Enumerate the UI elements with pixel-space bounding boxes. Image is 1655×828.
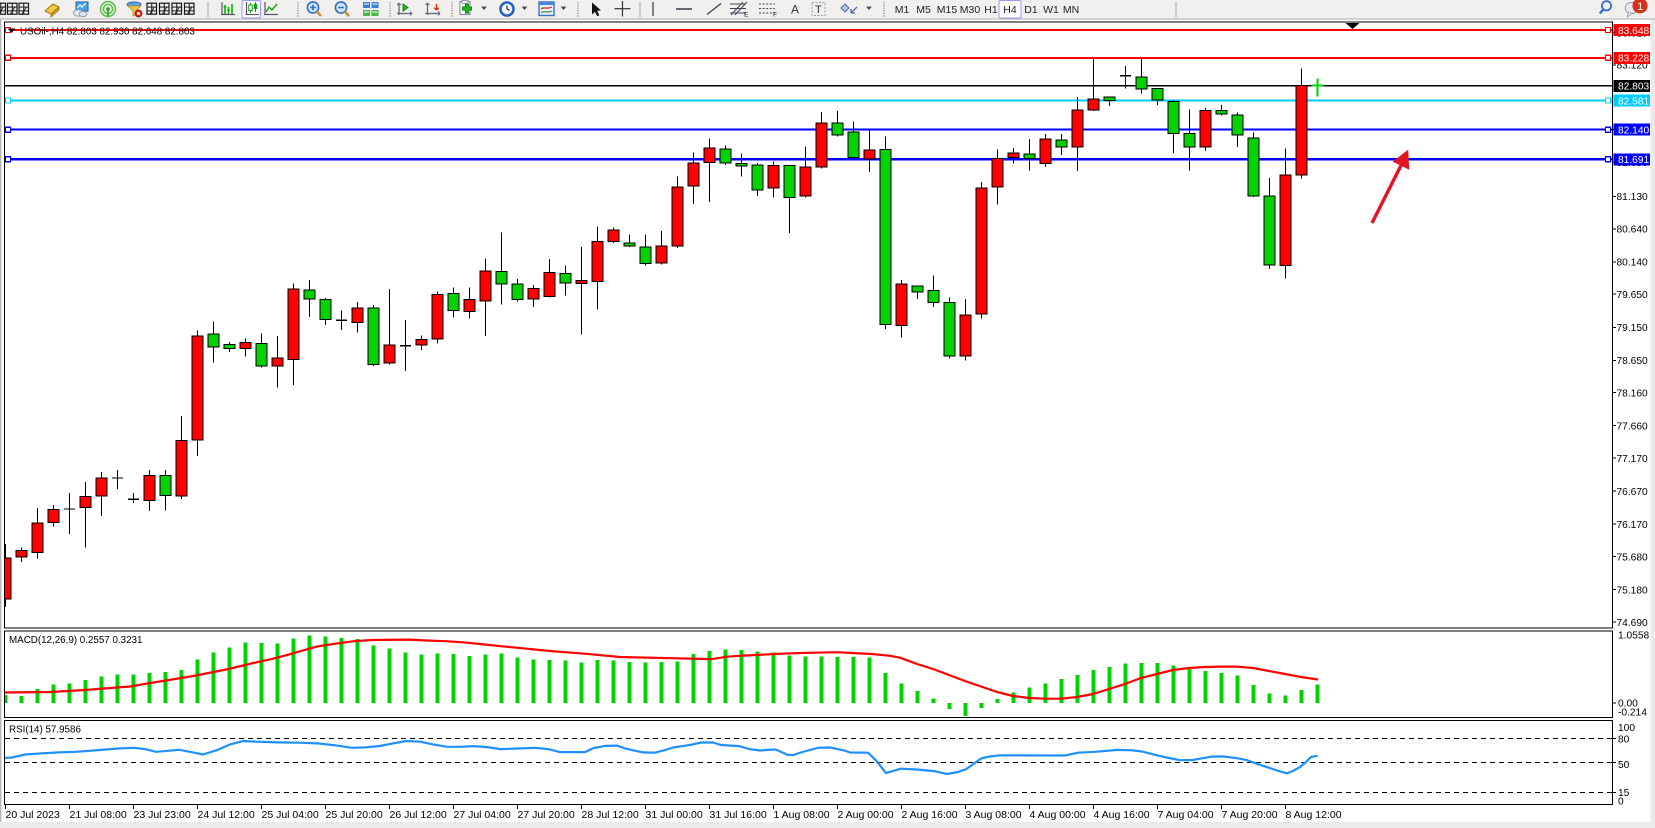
svg-text:80.640: 80.640 [1617,225,1648,236]
svg-text:21 Jul 08:00: 21 Jul 08:00 [70,809,127,821]
svg-text:83.648: 83.648 [1618,26,1649,37]
svg-text:7 Aug 04:00: 7 Aug 04:00 [1158,809,1214,821]
svg-text:H4: H4 [1003,4,1017,16]
svg-text:80: 80 [1618,734,1630,745]
svg-text:27 Jul 20:00: 27 Jul 20:00 [518,809,575,821]
svg-text:20 Jul 2023: 20 Jul 2023 [6,809,60,821]
svg-text:E: E [744,12,749,19]
svg-text:24 Jul 12:00: 24 Jul 12:00 [198,809,255,821]
svg-text:2 Aug 16:00: 2 Aug 16:00 [902,809,958,821]
svg-text:25 Jul 04:00: 25 Jul 04:00 [262,809,319,821]
svg-text:0.00: 0.00 [1618,699,1638,710]
svg-text:MACD(12,26,9) 0.2557 0.3231: MACD(12,26,9) 0.2557 0.3231 [9,635,142,646]
svg-text:0: 0 [1618,797,1624,808]
svg-text:25 Jul 20:00: 25 Jul 20:00 [326,809,383,821]
svg-text:8 Aug 12:00: 8 Aug 12:00 [1286,809,1342,821]
svg-text:2 Aug 00:00: 2 Aug 00:00 [838,809,894,821]
svg-text:27 Jul 04:00: 27 Jul 04:00 [454,809,511,821]
svg-text:M15: M15 [937,4,958,16]
svg-text:80.140: 80.140 [1617,258,1648,269]
svg-text:77.660: 77.660 [1617,422,1648,433]
svg-text:M30: M30 [960,4,981,16]
svg-text:81.691: 81.691 [1618,155,1649,166]
svg-text:77.170: 77.170 [1617,454,1648,465]
svg-text:4 Aug 00:00: 4 Aug 00:00 [1030,809,1086,821]
svg-text:F: F [773,12,777,19]
svg-text:28 Jul 12:00: 28 Jul 12:00 [582,809,639,821]
svg-text:4 Aug 16:00: 4 Aug 16:00 [1094,809,1150,821]
svg-text:31 Jul 16:00: 31 Jul 16:00 [710,809,767,821]
svg-text:15: 15 [1618,788,1630,799]
svg-text:78.650: 78.650 [1617,356,1648,367]
svg-text:50: 50 [1618,760,1630,771]
svg-text:100: 100 [1618,723,1635,734]
svg-text:75.680: 75.680 [1617,552,1648,563]
svg-text:81.130: 81.130 [1617,192,1648,203]
svg-text:75.180: 75.180 [1617,585,1648,596]
svg-text:79.650: 79.650 [1617,290,1648,301]
svg-text:H1: H1 [984,4,998,16]
svg-text:82.581: 82.581 [1618,96,1649,107]
svg-text:MN: MN [1063,4,1079,16]
svg-text:83.228: 83.228 [1618,54,1649,65]
svg-text:M5: M5 [916,4,931,16]
svg-text:-0.214: -0.214 [1618,708,1647,719]
svg-text:USOil-,H4 82.803 82.930 82.64: USOil-,H4 82.803 82.930 82.648 82.803 [20,27,195,38]
svg-text:1 Aug 08:00: 1 Aug 08:00 [774,809,830,821]
svg-text:82.803: 82.803 [1618,82,1649,93]
svg-text:3 Aug 08:00: 3 Aug 08:00 [966,809,1022,821]
svg-text:82.140: 82.140 [1618,125,1649,136]
svg-text:26 Jul 12:00: 26 Jul 12:00 [390,809,447,821]
svg-text:W1: W1 [1043,4,1059,16]
svg-text:1: 1 [1637,1,1643,13]
svg-text:T: T [815,4,822,16]
svg-text:A: A [791,3,799,17]
svg-text:31 Jul 00:00: 31 Jul 00:00 [646,809,703,821]
svg-text:76.670: 76.670 [1617,487,1648,498]
svg-text:D1: D1 [1024,4,1038,16]
svg-text:79.150: 79.150 [1617,323,1648,334]
svg-text:M1: M1 [895,4,910,16]
svg-text:83.120: 83.120 [1617,61,1648,72]
svg-text:76.170: 76.170 [1617,520,1648,531]
svg-text:23 Jul 23:00: 23 Jul 23:00 [134,809,191,821]
svg-text:1.0558: 1.0558 [1618,631,1649,642]
svg-text:78.160: 78.160 [1617,389,1648,400]
svg-text:7 Aug 20:00: 7 Aug 20:00 [1222,809,1278,821]
svg-text:74.690: 74.690 [1617,618,1648,629]
svg-text:RSI(14) 57.9586: RSI(14) 57.9586 [9,725,81,736]
